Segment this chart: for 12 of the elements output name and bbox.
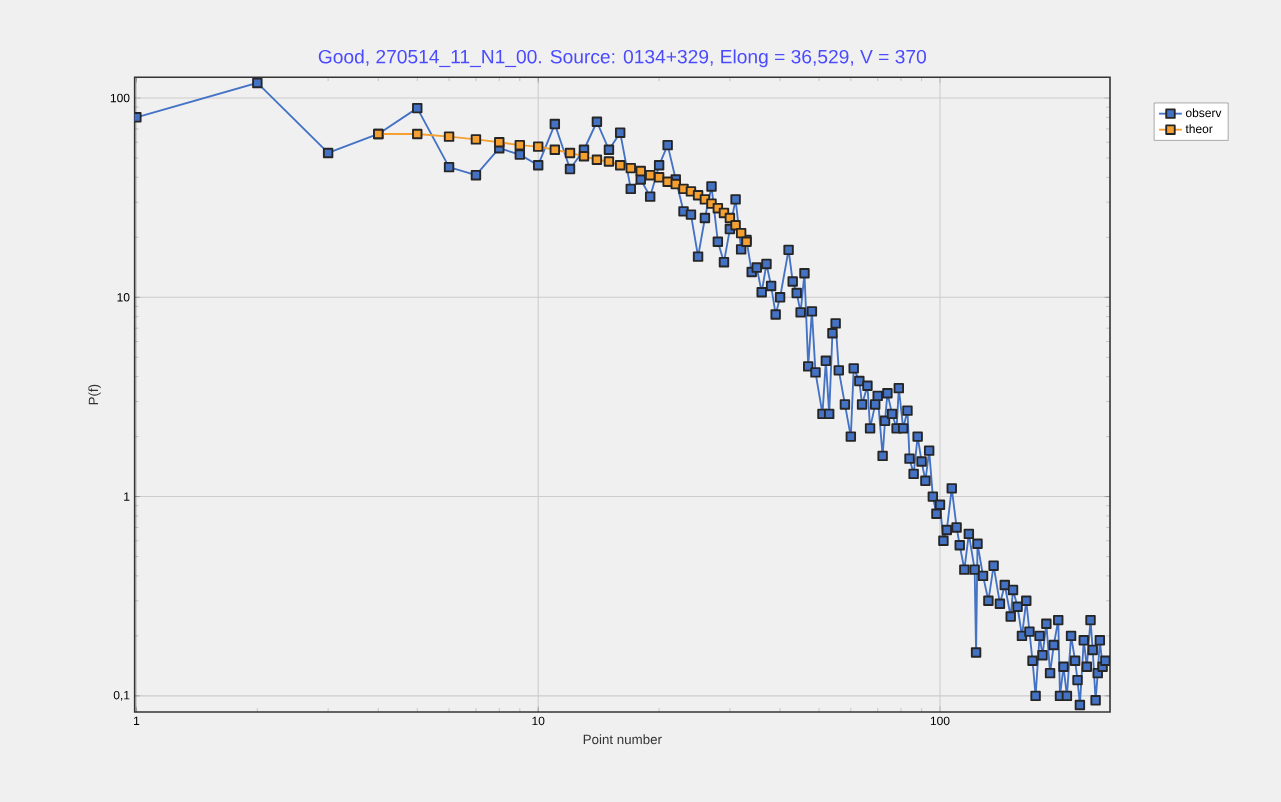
x-axis-title: Point number (583, 734, 662, 745)
x-tick-label: 1 (134, 716, 140, 725)
y-tick-label: 1 (124, 492, 130, 501)
x-tick-label: 100 (930, 716, 950, 726)
legend-label: observ (1185, 108, 1222, 118)
y-tick-label: 100 (110, 93, 130, 103)
y-tick-label: 10 (117, 293, 130, 302)
y-tick-label: 0,1 (113, 690, 130, 701)
legend-label: theor (1185, 124, 1213, 134)
chart-title: Good, 270514_11_N1_00. Source: 0134+329, Elong = 36,529, V = 370 (318, 49, 926, 68)
x-tick-label: 10 (532, 716, 545, 726)
y-axis-title: P(f) (88, 384, 101, 405)
